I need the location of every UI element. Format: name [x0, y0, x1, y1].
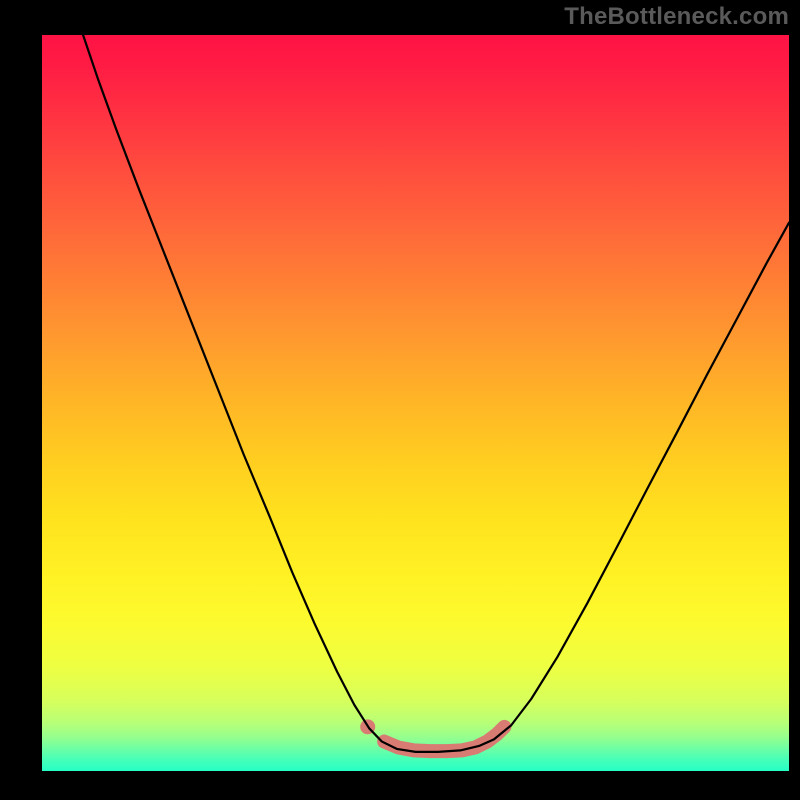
plot-area [42, 35, 789, 771]
watermark-text: TheBottleneck.com [564, 3, 789, 31]
chart-frame: TheBottleneck.com [0, 0, 800, 800]
chart-background [42, 35, 789, 771]
chart-svg [42, 35, 789, 771]
